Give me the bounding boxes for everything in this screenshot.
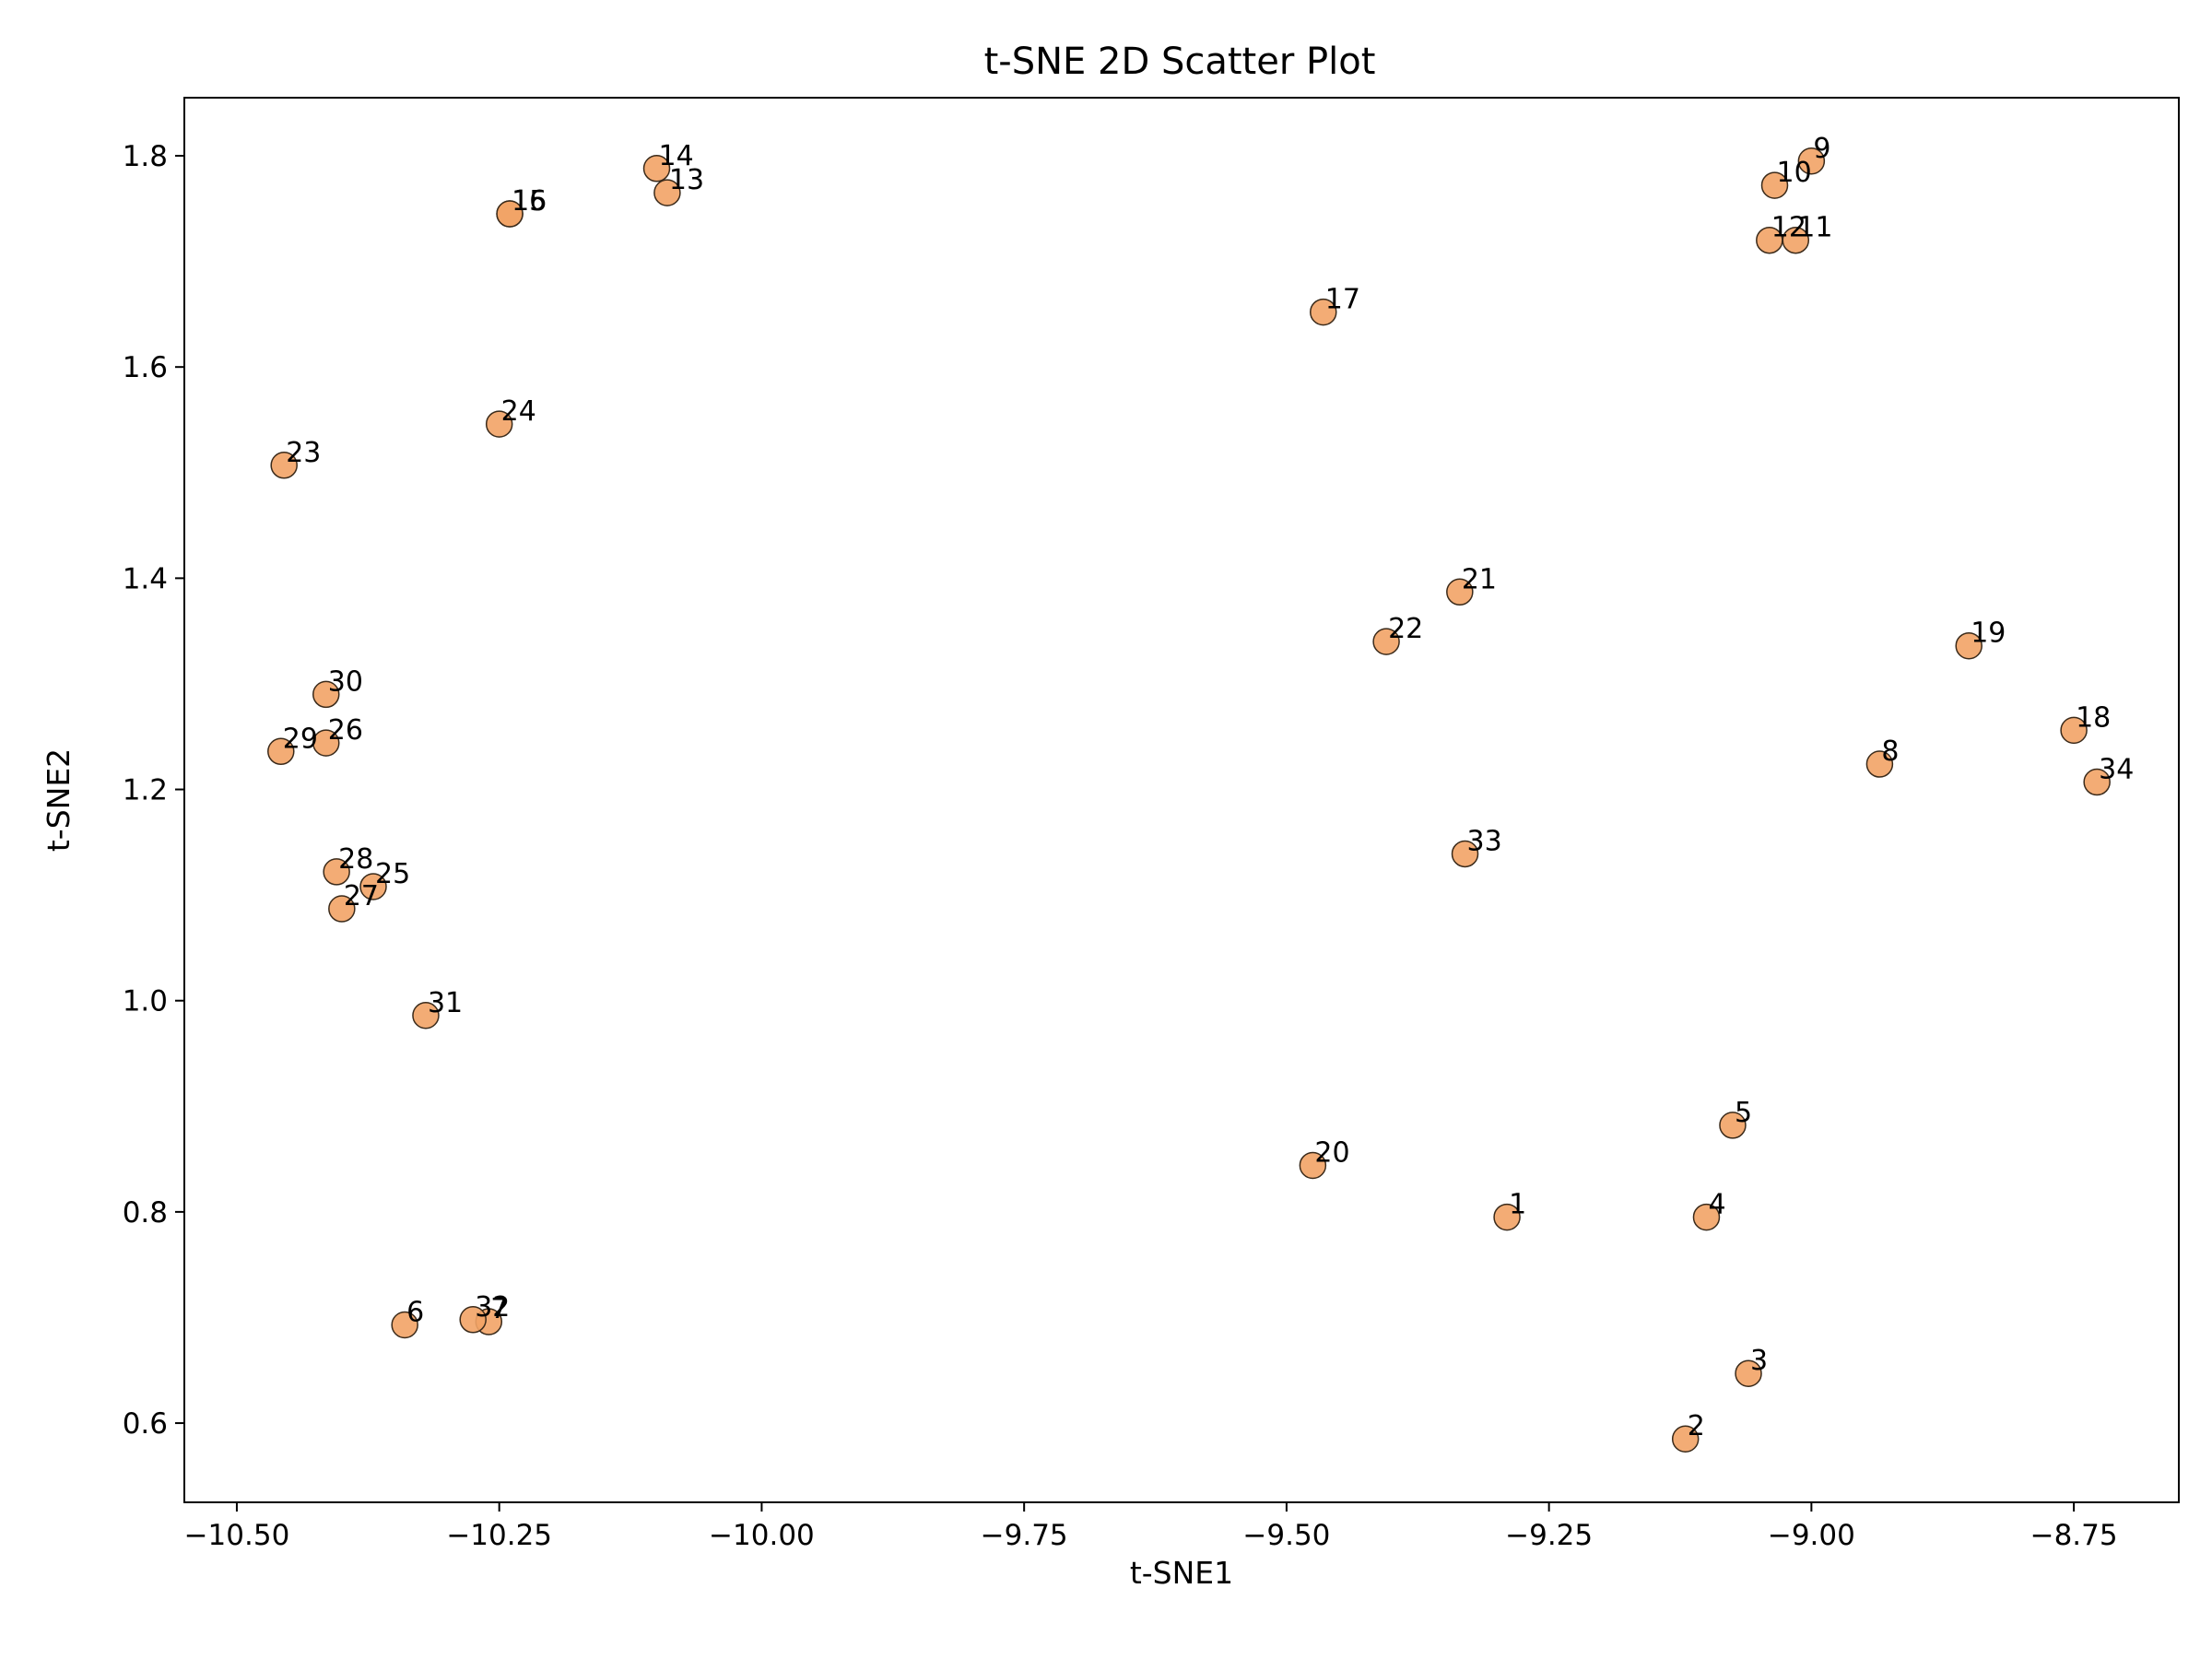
data-point: [1756, 226, 1783, 254]
point-label: 23: [286, 437, 321, 469]
point-label: 10: [1777, 157, 1812, 189]
point-label: 28: [338, 843, 373, 876]
data-point: [1865, 750, 1894, 778]
point-label: 29: [283, 723, 318, 755]
data-point: [391, 1311, 418, 1339]
point-label: 4: [1708, 1189, 1725, 1221]
data-point: [412, 1002, 440, 1030]
data-point: [1310, 298, 1337, 326]
point-label: 27: [344, 880, 379, 912]
data-point: [1451, 840, 1479, 868]
y-tick-label: 1.0: [123, 985, 168, 1018]
data-point: [359, 873, 387, 900]
point-label: 34: [2099, 754, 2134, 786]
y-axis: 0.6 0.8 1.0 1.2 1.4 1.6 1.8: [123, 140, 184, 1441]
data-point: [312, 680, 340, 709]
x-tick-label: −10.25: [446, 1519, 552, 1552]
point-label: 32: [475, 1291, 510, 1324]
y-tick-label: 1.6: [123, 351, 168, 384]
point-label: 24: [501, 395, 536, 428]
x-tick-label: −9.50: [1242, 1519, 1330, 1552]
point-label: 2: [1688, 1410, 1705, 1442]
data-point: [328, 895, 356, 923]
point-label: 31: [428, 987, 463, 1019]
point-label: 16: [512, 185, 547, 218]
x-tick-label: −8.75: [2030, 1519, 2118, 1552]
point-label: 8: [1881, 735, 1899, 768]
point-label: 17: [1325, 284, 1360, 316]
data-point: [267, 737, 295, 766]
point-label: 33: [1467, 825, 1502, 857]
data-point: [1372, 628, 1400, 655]
point-label: 12: [1771, 212, 1806, 244]
x-tick-label: −9.75: [981, 1519, 1068, 1552]
data-point: [323, 858, 350, 886]
point-label: 25: [375, 858, 410, 890]
point-label: 6: [406, 1296, 424, 1328]
point-label: 9: [1813, 133, 1830, 165]
point-label: 22: [1388, 613, 1423, 645]
y-tick-label: 0.6: [123, 1407, 168, 1441]
point-label: 18: [2076, 701, 2111, 734]
data-point: [1735, 1359, 1762, 1387]
data-point: [312, 729, 340, 757]
x-tick-label: −10.50: [184, 1519, 290, 1552]
data-point: [1760, 171, 1789, 199]
x-tick-label: −9.00: [1768, 1519, 1855, 1552]
point-label: 5: [1735, 1097, 1752, 1129]
data-point: [1955, 631, 1983, 660]
point-label: 13: [669, 164, 704, 196]
point-label: 7: [490, 1293, 508, 1325]
point-label: 3: [1750, 1345, 1768, 1377]
plot-frame: [183, 97, 2180, 1503]
data-point: [1446, 578, 1474, 606]
x-tick-label: −10.00: [709, 1519, 815, 1552]
data-point: [459, 1306, 487, 1334]
point-label: 14: [659, 140, 694, 172]
data-point: [1692, 1203, 1721, 1231]
y-tick-label: 0.8: [123, 1196, 168, 1230]
y-axis-label: t-SNE2: [41, 748, 76, 852]
y-tick-label: 1.4: [123, 562, 168, 595]
y-tick-label: 1.8: [123, 140, 168, 173]
data-point: [653, 179, 681, 206]
data-point: [1493, 1203, 1521, 1231]
point-label: 15: [512, 185, 547, 218]
data-point: [1299, 1151, 1327, 1180]
x-axis-label: t-SNE1: [1130, 1555, 1233, 1591]
point-label: 11: [1797, 212, 1832, 244]
data-point: [2060, 716, 2088, 745]
data-point: [1719, 1112, 1747, 1139]
x-axis: −10.50 −10.25 −10.00 −9.75 −9.50 −9.25 −9.00 −8…: [184, 1502, 2118, 1552]
data-point: [496, 200, 524, 228]
point-label: 20: [1314, 1136, 1349, 1169]
data-point: [1671, 1425, 1700, 1453]
point-label: 21: [1462, 563, 1497, 595]
chart-title: t-SNE 2D Scatter Plot: [984, 41, 1376, 83]
y-tick-label: 1.2: [123, 774, 168, 807]
data-point: [485, 410, 513, 438]
point-label: 1: [1509, 1189, 1526, 1221]
data-point: [2083, 768, 2111, 796]
x-tick-label: −9.25: [1505, 1519, 1593, 1552]
point-label: 30: [328, 665, 363, 698]
point-label: 26: [328, 714, 363, 747]
data-point: [1797, 147, 1826, 175]
data-point: [270, 452, 298, 479]
data-point: [642, 155, 671, 182]
point-label: 19: [1971, 618, 2006, 650]
